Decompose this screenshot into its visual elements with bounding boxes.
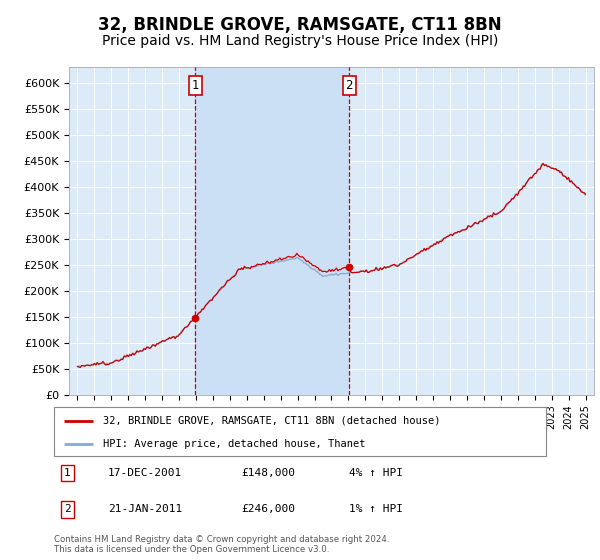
Text: 4% ↑ HPI: 4% ↑ HPI <box>349 468 403 478</box>
Text: 32, BRINDLE GROVE, RAMSGATE, CT11 8BN (detached house): 32, BRINDLE GROVE, RAMSGATE, CT11 8BN (d… <box>103 416 440 426</box>
Text: 17-DEC-2001: 17-DEC-2001 <box>108 468 182 478</box>
Text: 32, BRINDLE GROVE, RAMSGATE, CT11 8BN: 32, BRINDLE GROVE, RAMSGATE, CT11 8BN <box>98 16 502 34</box>
Text: Price paid vs. HM Land Registry's House Price Index (HPI): Price paid vs. HM Land Registry's House … <box>102 34 498 48</box>
Text: £148,000: £148,000 <box>241 468 295 478</box>
Text: 1% ↑ HPI: 1% ↑ HPI <box>349 505 403 515</box>
Text: Contains HM Land Registry data © Crown copyright and database right 2024.
This d: Contains HM Land Registry data © Crown c… <box>54 535 389 554</box>
FancyBboxPatch shape <box>54 407 546 456</box>
Text: £246,000: £246,000 <box>241 505 295 515</box>
Text: 21-JAN-2011: 21-JAN-2011 <box>108 505 182 515</box>
Text: 1: 1 <box>64 468 71 478</box>
Text: 2: 2 <box>64 505 71 515</box>
Text: 2: 2 <box>346 78 353 92</box>
Text: 1: 1 <box>191 78 199 92</box>
Bar <box>196 67 349 395</box>
Text: HPI: Average price, detached house, Thanet: HPI: Average price, detached house, Than… <box>103 438 366 449</box>
